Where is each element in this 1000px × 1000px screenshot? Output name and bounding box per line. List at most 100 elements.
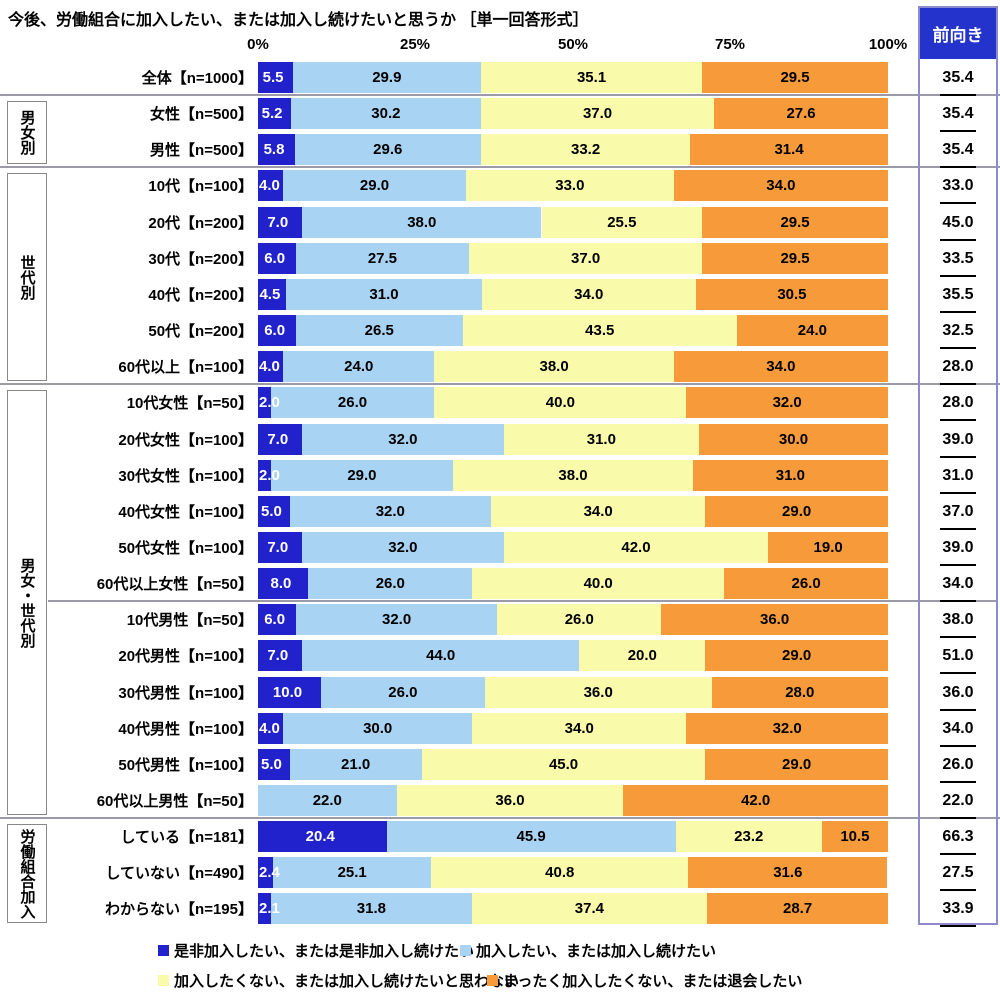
bar-segment-lightblue: 32.0 <box>295 604 498 636</box>
bar: 7.0 32.0 42.0 19.0 <box>258 531 888 563</box>
row-label: 40代【n=200】 <box>148 286 253 304</box>
bar: 2.1 31.8 37.4 28.7 <box>258 893 888 925</box>
segment-value: 5.0 <box>261 755 282 773</box>
positive-value: 28.0 <box>920 387 996 422</box>
row-label: 男性【n=500】 <box>150 142 253 160</box>
bar-segment-navy <box>258 640 303 672</box>
positive-value: 39.0 <box>920 424 996 458</box>
segment-value: 19.0 <box>813 538 843 556</box>
bar-segment-orange: 28.7 <box>707 893 888 925</box>
inner-separator <box>48 600 998 602</box>
segment-value: 32.0 <box>375 502 405 520</box>
bar: 8.0 26.0 40.0 26.0 <box>258 568 888 600</box>
segment-value: 24.0 <box>797 322 827 340</box>
legend-item-join: 加入したい、または加入し続けたい <box>460 940 716 960</box>
positive-value-text: 33.9 <box>940 893 976 928</box>
positive-value: 28.0 <box>920 351 996 386</box>
bar-segment-lightblue: 21.0 <box>289 748 422 780</box>
bar: 5.0 21.0 45.0 29.0 <box>258 748 888 780</box>
segment-value: 8.0 <box>270 575 292 593</box>
segment-value: 34.0 <box>564 719 594 737</box>
positive-value: 51.0 <box>920 640 996 675</box>
bar-segment-navy <box>258 315 296 347</box>
positive-value: 22.0 <box>920 785 996 819</box>
bar-segment-lightblue: 26.5 <box>295 315 463 347</box>
bar: 6.0 27.5 37.0 29.5 <box>258 242 888 274</box>
positive-value-text: 66.3 <box>940 821 976 856</box>
bar-segment-orange: 29.0 <box>705 495 888 527</box>
bar-segment-orange: 31.0 <box>692 459 888 491</box>
segment-value: 44.0 <box>426 647 456 665</box>
row-label: している【n=181】 <box>120 829 254 847</box>
segment-value: 28.7 <box>782 900 813 918</box>
bar-segment-lightblue: 29.0 <box>270 459 454 491</box>
bar-segment-lightblue: 26.0 <box>270 387 435 419</box>
row-label: 20代男性【n=100】 <box>118 648 253 666</box>
segment-value: 22.0 <box>312 792 342 809</box>
bar-segment-yellow: 40.0 <box>472 568 725 600</box>
group-separator <box>0 383 1000 386</box>
positive-value-text: 39.0 <box>940 532 976 566</box>
bar-segment-yellow: 40.8 <box>431 857 689 889</box>
segment-value: 20.4 <box>305 828 335 846</box>
positive-value-text: 37.0 <box>940 496 976 530</box>
bar-segment-orange: 29.5 <box>702 242 888 274</box>
segment-value: 27.5 <box>367 249 398 267</box>
segment-value: 26.0 <box>791 575 821 593</box>
segment-value: 6.0 <box>264 611 286 629</box>
segment-value: 32.0 <box>388 538 418 556</box>
segment-value: 23.2 <box>734 828 764 846</box>
segment-value: 37.4 <box>574 900 604 918</box>
positive-value-text: 35.4 <box>940 134 976 169</box>
positive-value-text: 36.0 <box>940 677 976 711</box>
bar: 2.0 26.0 40.0 32.0 <box>258 387 888 419</box>
legend-label: 加入したい、または加入し続けたい <box>476 942 717 960</box>
bar-segment-orange: 29.5 <box>702 62 888 93</box>
segment-value: 29.5 <box>780 69 810 86</box>
positive-value: 33.0 <box>920 170 996 205</box>
bar-segment-orange: 34.0 <box>673 351 888 383</box>
segment-value: 34.0 <box>583 502 613 520</box>
row-label: 10代男性【n=50】 <box>126 612 253 630</box>
group-separator <box>0 817 1000 820</box>
segment-value: 5.2 <box>261 105 283 123</box>
segment-value: 29.5 <box>780 213 810 231</box>
row-label: 50代【n=200】 <box>148 323 253 341</box>
segment-value: 42.0 <box>621 538 651 556</box>
segment-value: 26.0 <box>388 683 418 701</box>
bar-segment-yellow: 43.5 <box>462 315 737 347</box>
segment-value: 34.0 <box>766 358 796 376</box>
segment-value: 36.0 <box>759 611 790 629</box>
bar-segment-navy <box>258 712 284 744</box>
positive-value-text: 35.5 <box>940 279 976 313</box>
segment-value: 29.6 <box>373 141 403 159</box>
positive-value-text: 34.0 <box>940 713 976 747</box>
segment-value: 2.0 <box>259 394 280 412</box>
x-axis-tick-50: 50% <box>557 36 589 53</box>
bar-segment-lightblue: 38.0 <box>302 206 542 238</box>
bar-segment-yellow: 26.0 <box>497 604 662 636</box>
positive-value-text: 27.5 <box>940 857 976 892</box>
bar: 6.0 26.5 43.5 24.0 <box>258 315 888 347</box>
bar-segment-navy <box>258 387 271 419</box>
segment-value: 5.5 <box>262 69 284 86</box>
bar-segment-orange: 28.0 <box>711 676 888 708</box>
positive-value: 38.0 <box>920 604 996 639</box>
segment-value: 6.0 <box>264 322 286 340</box>
positive-value: 32.5 <box>920 315 996 350</box>
bar-segment-navy <box>258 531 303 563</box>
positive-value-text: 33.5 <box>940 243 976 277</box>
bar-segment-yellow: 20.0 <box>579 640 706 672</box>
segment-value: 40.0 <box>545 394 575 412</box>
positive-value: 31.0 <box>920 460 996 494</box>
bar-segment-lightblue: 31.8 <box>271 893 472 925</box>
bar-segment-navy <box>258 98 291 130</box>
segment-value: 30.5 <box>777 285 807 303</box>
bar-segment-yellow: 35.1 <box>481 62 703 93</box>
bar-segment-lightblue: 24.0 <box>283 351 435 383</box>
bar: 2.0 29.0 38.0 31.0 <box>258 459 888 491</box>
segment-value: 36.0 <box>583 683 613 701</box>
segment-value: 26.0 <box>564 611 594 629</box>
positive-value-text: 32.5 <box>940 315 976 350</box>
positive-value-text: 22.0 <box>940 785 976 819</box>
